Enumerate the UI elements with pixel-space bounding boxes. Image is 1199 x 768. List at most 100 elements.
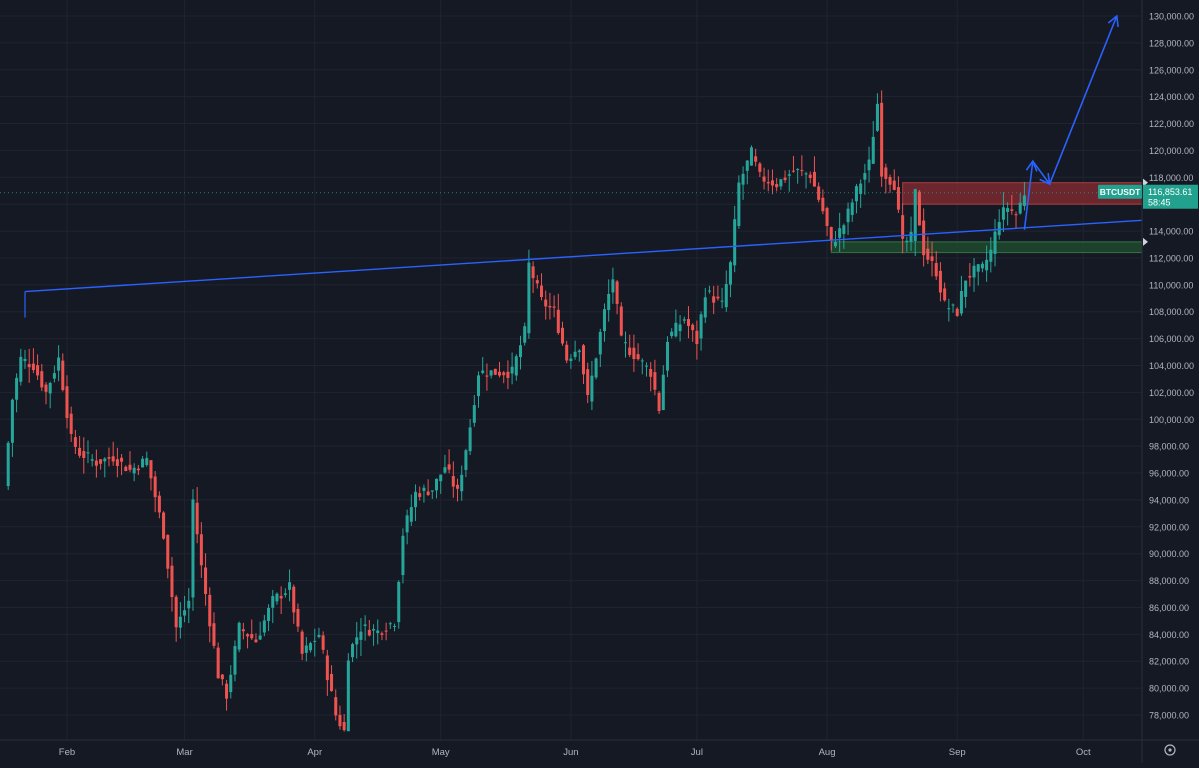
candle-body	[552, 306, 556, 308]
y-tick-label: 104,000.00	[1149, 361, 1194, 371]
candle-body	[1014, 214, 1018, 216]
candle-body	[149, 460, 153, 479]
candle-body	[48, 382, 52, 394]
candle-body	[141, 458, 145, 468]
candle-body	[787, 174, 791, 176]
candle-body	[15, 377, 19, 400]
y-tick-label: 122,000.00	[1149, 119, 1194, 129]
candle-body	[145, 458, 149, 466]
candle-body	[972, 265, 976, 278]
candle-body	[82, 451, 86, 459]
candle-body	[94, 460, 98, 466]
candle-body	[678, 324, 682, 332]
candle-body	[800, 170, 804, 172]
candle-body	[187, 600, 191, 609]
candle-body	[468, 427, 472, 452]
candle-body	[741, 173, 745, 185]
candle-body	[695, 330, 699, 345]
gear-icon-hub	[1168, 748, 1172, 752]
candle-body	[745, 160, 749, 171]
candle-body	[237, 622, 241, 650]
projection-path	[1023, 15, 1118, 230]
y-tick-label: 112,000.00	[1149, 253, 1193, 263]
x-tick-label: Sep	[949, 747, 966, 758]
candle-body	[216, 647, 220, 679]
drawings[interactable]	[0, 14, 1143, 318]
candle-body	[120, 457, 124, 462]
y-tick-label: 92,000.00	[1149, 522, 1189, 532]
y-tick-label: 130,000.00	[1149, 12, 1194, 22]
candle-body	[409, 507, 413, 522]
countdown-label: 58:45	[1148, 198, 1171, 208]
gear-icon-ring	[1164, 744, 1176, 756]
candle-body	[405, 515, 409, 533]
y-tick-label: 106,000.00	[1149, 334, 1194, 344]
candle-body	[233, 646, 237, 675]
candle-body	[19, 356, 23, 382]
candle-body	[174, 596, 178, 628]
candle-body	[225, 683, 229, 699]
candle-body	[10, 399, 14, 443]
y-tick-label: 98,000.00	[1149, 442, 1189, 452]
symbol-tag-bg	[1098, 184, 1142, 199]
candle-body	[821, 197, 825, 212]
y-tick-label: 102,000.00	[1149, 388, 1194, 398]
candle-body	[888, 176, 892, 185]
candle-body	[401, 535, 405, 576]
candle-body	[325, 655, 329, 681]
candle-body	[859, 183, 863, 194]
candle-body	[615, 281, 619, 304]
candle-body	[808, 174, 812, 178]
candle-body	[36, 365, 40, 376]
candle-body	[481, 370, 485, 373]
candle-body	[548, 305, 552, 308]
candle-body	[78, 447, 82, 456]
trendline	[24, 219, 1143, 293]
candle-body	[31, 363, 35, 371]
candle-body	[132, 467, 136, 474]
candle-body	[426, 491, 430, 495]
candle-body	[523, 326, 527, 343]
candle-body	[762, 176, 766, 182]
gear-icon[interactable]	[1164, 744, 1176, 756]
candle-body	[880, 102, 884, 177]
candle-body	[531, 266, 535, 279]
candle-body	[922, 220, 926, 256]
candle-body	[691, 324, 695, 331]
candle-body	[712, 296, 716, 303]
x-tick-label: Jul	[691, 747, 703, 758]
candle-body	[716, 296, 720, 299]
candle-body	[569, 358, 573, 362]
candle-body	[985, 259, 989, 271]
candle-body	[938, 270, 942, 293]
candle-body	[611, 279, 615, 293]
candle-body	[758, 163, 762, 172]
candle-body	[304, 645, 308, 653]
candle-body	[204, 567, 208, 594]
candle-body	[229, 674, 233, 693]
candle-body	[506, 371, 510, 378]
candle-body	[833, 242, 837, 247]
candle-body	[896, 187, 900, 210]
candle-body	[447, 464, 451, 470]
candle-body	[594, 358, 598, 378]
candle-body	[124, 466, 128, 471]
candle-body	[6, 442, 10, 487]
candle-body	[573, 351, 577, 357]
candle-body	[1006, 208, 1010, 213]
y-tick-label: 82,000.00	[1149, 657, 1189, 667]
candle-body	[917, 191, 921, 226]
candle-body	[884, 167, 888, 179]
candle-body	[493, 368, 497, 375]
candle-body	[913, 189, 917, 241]
candle-body	[115, 459, 119, 467]
candle-body	[598, 331, 602, 355]
candle-body	[191, 499, 195, 598]
candle-body	[355, 637, 359, 645]
candle-body	[153, 476, 157, 498]
candle-body	[376, 630, 380, 634]
candle-body	[330, 673, 334, 692]
